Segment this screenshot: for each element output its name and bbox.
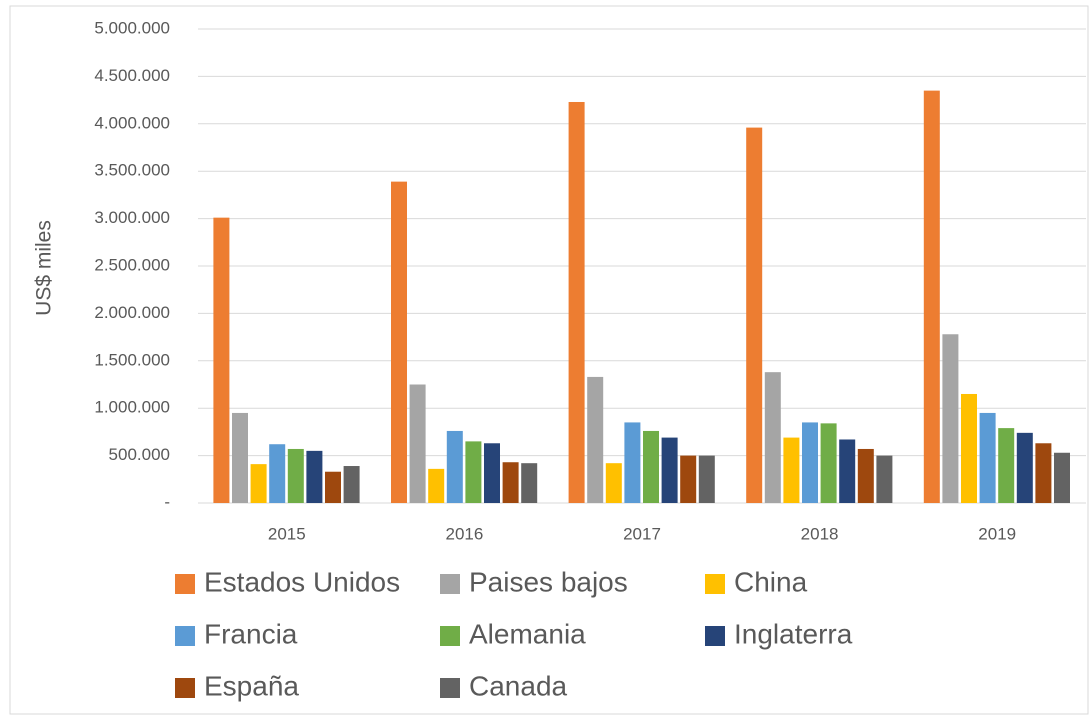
legend-label: España: [204, 670, 299, 701]
bar: [287, 448, 304, 503]
x-tick-label: 2015: [268, 524, 306, 543]
y-tick-label: 1.500.000: [94, 350, 170, 369]
legend-swatch: [175, 678, 195, 698]
legend-label: Canada: [469, 670, 568, 701]
y-tick-label: 2.000.000: [94, 303, 170, 322]
bar: [802, 422, 818, 503]
x-tick-label: 2019: [978, 524, 1016, 543]
bar: [306, 450, 323, 503]
y-tick-label: 3.500.000: [94, 161, 170, 180]
bar: [698, 455, 715, 503]
legend-swatch: [440, 574, 460, 594]
legend-swatch: [705, 626, 725, 646]
bar: [783, 437, 800, 503]
bar: [391, 181, 407, 504]
bar: [232, 412, 248, 503]
bar: [979, 412, 996, 503]
x-tick-label: 2017: [623, 524, 661, 543]
legend-swatch: [705, 574, 725, 594]
y-tick-label: 5.000.000: [94, 18, 170, 37]
bar: [409, 384, 426, 503]
bar: [820, 423, 837, 503]
y-tick-label: -: [164, 492, 170, 511]
bar: [213, 217, 230, 504]
legend-label: Paises bajos: [469, 566, 628, 597]
legend-swatch: [440, 678, 460, 698]
bar: [269, 444, 286, 503]
y-tick-label: 2.500.000: [94, 255, 170, 274]
legend-label: Inglaterra: [734, 618, 853, 649]
bar: [839, 439, 856, 503]
bar: [446, 430, 463, 503]
bar: [587, 376, 604, 503]
y-axis-label: US$ miles: [33, 220, 56, 316]
bar: [998, 428, 1015, 503]
y-tick-label: 1.000.000: [94, 398, 170, 417]
bar: [605, 463, 622, 503]
bar: [568, 101, 585, 503]
y-tick-label: 4.000.000: [94, 113, 170, 132]
bar: [764, 372, 781, 503]
legend-swatch: [175, 626, 195, 646]
bar: [250, 464, 267, 503]
bar: [1035, 443, 1052, 503]
bar: [661, 437, 678, 503]
bar: [325, 471, 341, 503]
bar: [502, 462, 519, 503]
bar: [643, 430, 659, 503]
bar: [680, 455, 697, 503]
bar: [857, 448, 874, 503]
bar: [1054, 452, 1070, 503]
bar: [428, 468, 445, 503]
bar: [521, 463, 538, 503]
bar: [1016, 432, 1033, 503]
bar: [746, 127, 763, 503]
bar: [923, 90, 940, 504]
legend-swatch: [175, 574, 195, 594]
legend-label: Alemania: [469, 618, 586, 649]
bar: [624, 422, 641, 503]
bar: [484, 443, 500, 503]
legend-swatch: [440, 626, 460, 646]
bar: [465, 441, 482, 503]
bar: [876, 455, 893, 503]
bar: [961, 393, 977, 503]
y-tick-label: 500.000: [109, 445, 170, 464]
x-tick-label: 2018: [801, 524, 839, 543]
x-tick-label: 2016: [445, 524, 483, 543]
legend-label: Estados Unidos: [204, 566, 400, 597]
legend-label: Francia: [204, 618, 298, 649]
bar: [942, 334, 959, 503]
legend-label: China: [734, 566, 808, 597]
bar: [343, 466, 360, 503]
chart-frame: [9, 5, 1089, 715]
y-tick-label: 3.000.000: [94, 208, 170, 227]
y-tick-label: 4.500.000: [94, 66, 170, 85]
